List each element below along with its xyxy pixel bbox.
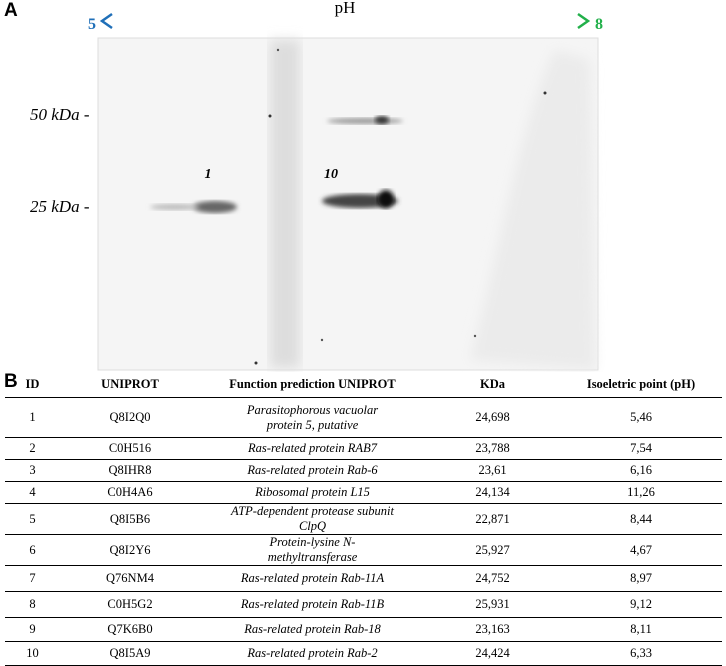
table-cell: 6,16 [560, 459, 722, 482]
function-cell: Ras-related protein Rab-11B [200, 591, 425, 618]
table-cell: 24,752 [425, 565, 560, 592]
table-cell: 4,67 [560, 534, 722, 566]
column-header: UNIPROT [60, 372, 200, 398]
header-row: ID UNIPROT Function prediction UNIPROT KDa I… [5, 372, 722, 398]
ph-start: 5 [88, 16, 96, 33]
table-cell: 24,424 [425, 641, 560, 666]
spot-label: 1 [205, 167, 212, 182]
table-cell: 2 [5, 437, 60, 460]
function-cell: Ras-related protein Rab-18 [200, 617, 425, 642]
table-row: 1 Q8I2Q0 Parasitophorous vacuolar protein … [5, 397, 722, 438]
table-row: 7 Q76NM4 Ras-related protein Rab-11A 24,752… [5, 565, 722, 592]
arrow-head [99, 12, 113, 30]
table-cell: Q76NM4 [60, 565, 200, 592]
table-cell: 24,134 [425, 481, 560, 504]
table-row: 5 Q8I5B6 ATP-dependent protease subunit Cl… [5, 503, 722, 535]
table-row: 6 Q8I2Y6 Protein-lysine N-methyltransferas… [5, 534, 722, 566]
column-header: Isoeletric point (pH) [560, 372, 722, 398]
arrow-head [577, 12, 591, 30]
table-cell: 8,97 [560, 565, 722, 592]
table-row: 2 C0H516 Ras-related protein RAB7 23,788 7,5… [5, 437, 722, 460]
table-cell: 4 [5, 481, 60, 504]
gel-panel: pH 5 8 50 kDa - 25 kDa - 1 10 [30, 0, 603, 371]
table-cell: 6 [5, 534, 60, 566]
column-header: ID [5, 372, 60, 398]
column-header: KDa [425, 372, 560, 398]
table-cell: Q8I2Q0 [60, 397, 200, 438]
table-row: 9 Q7K6B0 Ras-related protein Rab-18 23,163 8… [5, 617, 722, 642]
protein-table: ID UNIPROT Function prediction UNIPROT KDa I… [5, 372, 722, 666]
spot-label: 10 [324, 167, 338, 182]
table-cell: 9,12 [560, 591, 722, 618]
table-cell: C0H516 [60, 437, 200, 460]
marker-label: 25 kDa - [30, 197, 90, 216]
table-cell: 7 [5, 565, 60, 592]
table-cell: 1 [5, 397, 60, 438]
table-cell: C0H5G2 [60, 591, 200, 618]
table-cell: Q8I5B6 [60, 503, 200, 535]
table-cell: 24,698 [425, 397, 560, 438]
table-cell: 8,11 [560, 617, 722, 642]
column-header: Function prediction UNIPROT [200, 372, 425, 398]
table-cell: 3 [5, 459, 60, 482]
table-row: 10 Q8I5A9 Ras-related protein Rab-2 24,424 6… [5, 641, 722, 666]
table-row: 4 C0H4A6 Ribosomal protein L15 24,134 11,26 [5, 481, 722, 504]
table-cell: 5,46 [560, 397, 722, 438]
function-cell: Protein-lysine N-methyltransferase [200, 534, 425, 566]
ph-label: pH [335, 0, 356, 17]
table-cell: 11,26 [560, 481, 722, 504]
table-body: 1 Q8I2Q0 Parasitophorous vacuolar protein … [5, 397, 722, 666]
table-cell: 7,54 [560, 437, 722, 460]
gel-image [97, 37, 599, 371]
panel-letter: A [4, 0, 18, 21]
table-cell: 23,788 [425, 437, 560, 460]
function-cell: Parasitophorous vacuolar protein 5, puta… [200, 397, 425, 438]
function-cell: Ras-related protein RAB7 [200, 437, 425, 460]
table-cell: 23,163 [425, 617, 560, 642]
table-cell: Q7K6B0 [60, 617, 200, 642]
function-cell: Ribosomal protein L15 [200, 481, 425, 504]
table-cell: C0H4A6 [60, 481, 200, 504]
table-cell: 25,927 [425, 534, 560, 566]
ph-end: 8 [595, 16, 603, 33]
table-cell: 9 [5, 617, 60, 642]
table-cell: 23,61 [425, 459, 560, 482]
marker-label: 50 kDa - [30, 105, 90, 124]
function-cell: ATP-dependent protease subunit ClpQ [200, 503, 425, 535]
table-cell: Q8I5A9 [60, 641, 200, 666]
table-cell: 6,33 [560, 641, 722, 666]
table-row: 3 Q8IHR8 Ras-related protein Rab-6 23,61 6,1… [5, 459, 722, 482]
table-cell: Q8I2Y6 [60, 534, 200, 566]
table-cell: 8,44 [560, 503, 722, 535]
table-cell: 25,931 [425, 591, 560, 618]
table-cell: 8 [5, 591, 60, 618]
table-row: 8 C0H5G2 Ras-related protein Rab-11B 25,931… [5, 591, 722, 618]
function-cell: Ras-related protein Rab-11A [200, 565, 425, 592]
table-cell: 22,871 [425, 503, 560, 535]
function-cell: Ras-related protein Rab-6 [200, 459, 425, 482]
table-cell: Q8IHR8 [60, 459, 200, 482]
table-cell: 10 [5, 641, 60, 666]
function-cell: Ras-related protein Rab-2 [200, 641, 425, 666]
table-cell: 5 [5, 503, 60, 535]
